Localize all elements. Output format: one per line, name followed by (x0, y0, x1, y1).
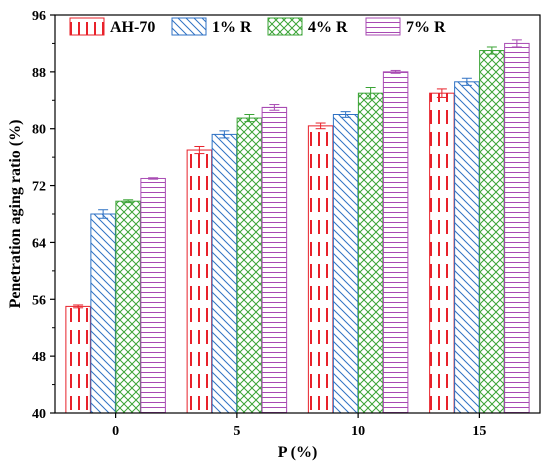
legend-swatch (365, 17, 401, 36)
bars-group (65, 42, 530, 414)
bar-4-r-p15 (479, 50, 505, 414)
legend-item: AH-70 (69, 17, 155, 36)
legend-label: AH-70 (110, 19, 155, 36)
y-tick-label: 56 (32, 293, 46, 308)
y-tick-label: 96 (32, 9, 46, 24)
bar-7-r-p10 (382, 71, 409, 414)
error-bar (98, 209, 109, 219)
error-bar (73, 304, 84, 309)
x-axis-label: P (%) (278, 444, 318, 461)
bar-1-r-p10 (332, 114, 359, 414)
bar-ah-70-p15 (429, 92, 455, 414)
y-axis-label: Penetration aging ratio (%) (7, 120, 24, 309)
error-bar (365, 86, 376, 100)
y-tick-label: 88 (32, 66, 46, 81)
legend-item: 4% R (267, 17, 348, 36)
error-bar (194, 145, 205, 155)
x-tick-label: 10 (351, 424, 365, 439)
legend-label: 1% R (212, 19, 252, 36)
bar-ah-70-p10 (307, 125, 334, 414)
error-bar (436, 88, 447, 98)
error-bar (511, 39, 522, 48)
legend-label: 7% R (406, 19, 446, 36)
x-tick-label: 5 (233, 424, 240, 439)
error-bar (461, 77, 472, 86)
error-bar (486, 46, 497, 55)
x-tick-label: 0 (112, 424, 119, 439)
bar-4-r-p10 (357, 92, 384, 414)
y-tick-label: 48 (32, 350, 46, 365)
bar-ah-70-p5 (186, 149, 213, 414)
y-tick-label: 40 (32, 407, 46, 422)
x-axis-ticks: 0 5 10 15 (112, 413, 486, 439)
legend-label: 4% R (308, 19, 348, 36)
bar-7-r-p5 (261, 106, 288, 414)
error-bar (340, 111, 351, 118)
legend-swatch (69, 17, 105, 36)
y-tick-label: 80 (32, 123, 46, 138)
bar-7-r-p15 (504, 42, 530, 414)
bar-1-r-p5 (211, 133, 238, 414)
legend-swatch (171, 17, 207, 36)
error-bars-group (73, 39, 522, 309)
y-tick-label: 64 (32, 236, 46, 251)
error-bar (390, 69, 401, 74)
error-bar (219, 130, 230, 139)
legend-swatch (267, 17, 303, 36)
bar-4-r-p5 (236, 117, 263, 414)
x-tick-label: 15 (472, 424, 486, 439)
legend: AH-70 1% R 4% R 7% R (69, 17, 446, 36)
error-bar (123, 199, 134, 204)
legend-item: 7% R (365, 17, 446, 36)
bar-7-r-p0 (140, 177, 166, 414)
error-bar (269, 104, 280, 111)
y-axis-ticks: 40 48 56 64 72 80 88 96 (32, 9, 55, 422)
bar-1-r-p15 (454, 81, 480, 414)
legend-item: 1% R (171, 17, 252, 36)
error-bar (148, 177, 159, 180)
bar-1-r-p0 (90, 213, 116, 414)
bar-4-r-p0 (115, 200, 141, 414)
error-bar (315, 122, 326, 130)
error-bar (244, 114, 255, 123)
bar-ah-70-p0 (65, 305, 91, 414)
y-tick-label: 72 (32, 180, 46, 195)
